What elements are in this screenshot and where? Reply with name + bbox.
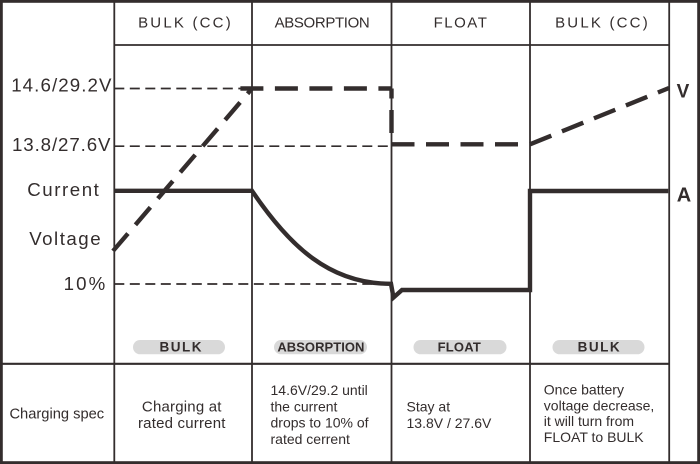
svg-text:Once battery: Once battery (544, 382, 624, 398)
svg-text:drops to 10% of: drops to 10% of (271, 415, 369, 431)
svg-text:BULK: BULK (160, 340, 204, 355)
svg-text:BULK: BULK (578, 340, 622, 355)
svg-text:BULK (CC): BULK (CC) (138, 15, 233, 32)
svg-text:Stay at: Stay at (407, 398, 451, 414)
svg-text:Charging spec: Charging spec (9, 407, 104, 423)
svg-text:13.8/27.6V: 13.8/27.6V (12, 134, 111, 155)
svg-text:13.8V / 27.6V: 13.8V / 27.6V (407, 415, 493, 431)
svg-text:rated current: rated current (138, 415, 226, 432)
svg-text:Voltage: Voltage (29, 228, 102, 249)
svg-text:Charging at: Charging at (142, 398, 222, 415)
svg-text:voltage decrease,: voltage decrease, (544, 397, 655, 413)
svg-text:rated cerrent: rated cerrent (271, 431, 350, 447)
svg-text:V: V (677, 81, 690, 102)
svg-text:ABSORPTION: ABSORPTION (277, 340, 364, 355)
svg-text:BULK (CC): BULK (CC) (555, 15, 650, 32)
svg-text:A: A (677, 184, 691, 206)
svg-text:it will turn from: it will turn from (544, 413, 634, 429)
svg-text:Current: Current (27, 179, 100, 200)
svg-text:FLOAT: FLOAT (438, 340, 481, 355)
svg-text:the current: the current (271, 398, 338, 414)
svg-text:14.6V/29.2 until: 14.6V/29.2 until (271, 382, 368, 398)
svg-text:10%: 10% (64, 273, 108, 294)
svg-text:FLOAT to BULK: FLOAT to BULK (544, 429, 645, 445)
svg-text:FLOAT: FLOAT (434, 15, 489, 32)
svg-text:14.6/29.2V: 14.6/29.2V (11, 74, 112, 95)
svg-text:ABSORPTION: ABSORPTION (275, 15, 370, 32)
